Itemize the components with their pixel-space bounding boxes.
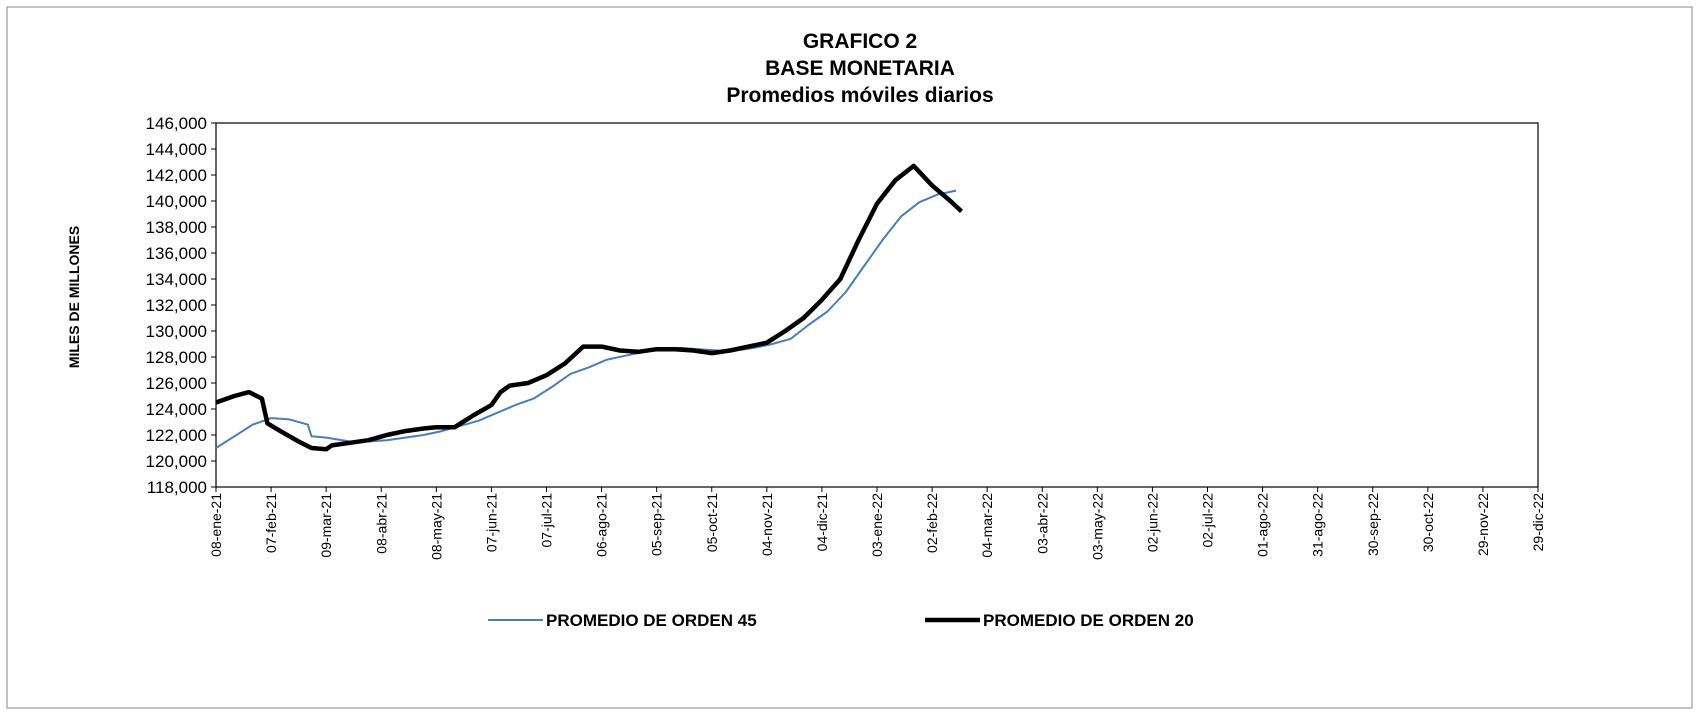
x-tick-label: 04-mar-22 (979, 493, 995, 558)
x-tick-label: 08-ene-21 (208, 493, 224, 557)
y-tick-label: 118,000 (147, 478, 207, 497)
x-tick-label: 03-may-22 (1089, 493, 1105, 560)
y-tick-label: 146,000 (146, 114, 207, 133)
y-tick-label: 134,000 (146, 270, 207, 289)
x-tick-label: 29-dic-22 (1530, 493, 1546, 552)
line-series (215, 189, 957, 449)
x-tick-label: 31-ago-22 (1310, 493, 1326, 557)
x-tick-label: 07-feb-21 (263, 493, 279, 553)
y-tick-label: 136,000 (146, 244, 207, 263)
y-tick-label: 120,000 (146, 452, 207, 471)
x-tick-label: 03-abr-22 (1034, 493, 1050, 554)
x-tick-label: 05-oct-21 (704, 493, 720, 552)
y-tick-label: 138,000 (146, 218, 207, 237)
x-tick-label: 30-oct-22 (1420, 493, 1436, 552)
y-tick-label: 128,000 (146, 348, 207, 367)
x-tick-label: 04-dic-21 (814, 493, 830, 552)
y-tick-label: 124,000 (146, 400, 207, 419)
y-axis-label: MILES DE MILLONES (66, 226, 82, 368)
legend-label: PROMEDIO DE ORDEN 45 (546, 611, 757, 630)
x-tick-label: 04-nov-21 (759, 493, 775, 556)
x-tick-label: 03-ene-22 (869, 493, 885, 557)
y-tick-label: 126,000 (146, 374, 207, 393)
x-tick-label: 02-jun-22 (1144, 493, 1160, 552)
x-tick-label: 05-sep-21 (649, 493, 665, 556)
x-tick-label: 08-may-21 (428, 493, 444, 560)
x-tick-label: 30-sep-22 (1365, 493, 1381, 556)
x-tick-label: 09-mar-21 (318, 493, 334, 558)
x-tick-label: 02-feb-22 (924, 493, 940, 553)
chart-subtitle: BASE MONETARIA (765, 57, 955, 80)
y-tick-label: 132,000 (146, 296, 207, 315)
legend-label: PROMEDIO DE ORDEN 20 (983, 611, 1194, 630)
y-tick-label: 142,000 (146, 166, 207, 185)
chart-frame (6, 6, 1693, 709)
x-tick-label: 02-jul-22 (1200, 493, 1216, 548)
x-tick-label: 07-jun-21 (483, 493, 499, 552)
chart-subtitle: Promedios móviles diarios (726, 84, 993, 107)
chart-title: GRAFICO 2 (803, 30, 917, 53)
x-tick-label: 07-jul-21 (539, 493, 555, 548)
x-tick-label: 06-ago-21 (594, 493, 610, 557)
y-tick-label: 122,000 (146, 426, 207, 445)
x-tick-label: 01-ago-22 (1255, 493, 1271, 557)
y-tick-label: 144,000 (146, 140, 207, 159)
y-tick-label: 140,000 (146, 192, 207, 211)
x-tick-label: 29-nov-22 (1475, 493, 1491, 556)
line-series (215, 163, 964, 452)
y-tick-label: 130,000 (146, 322, 207, 341)
x-tick-label: 08-abr-21 (373, 493, 389, 554)
